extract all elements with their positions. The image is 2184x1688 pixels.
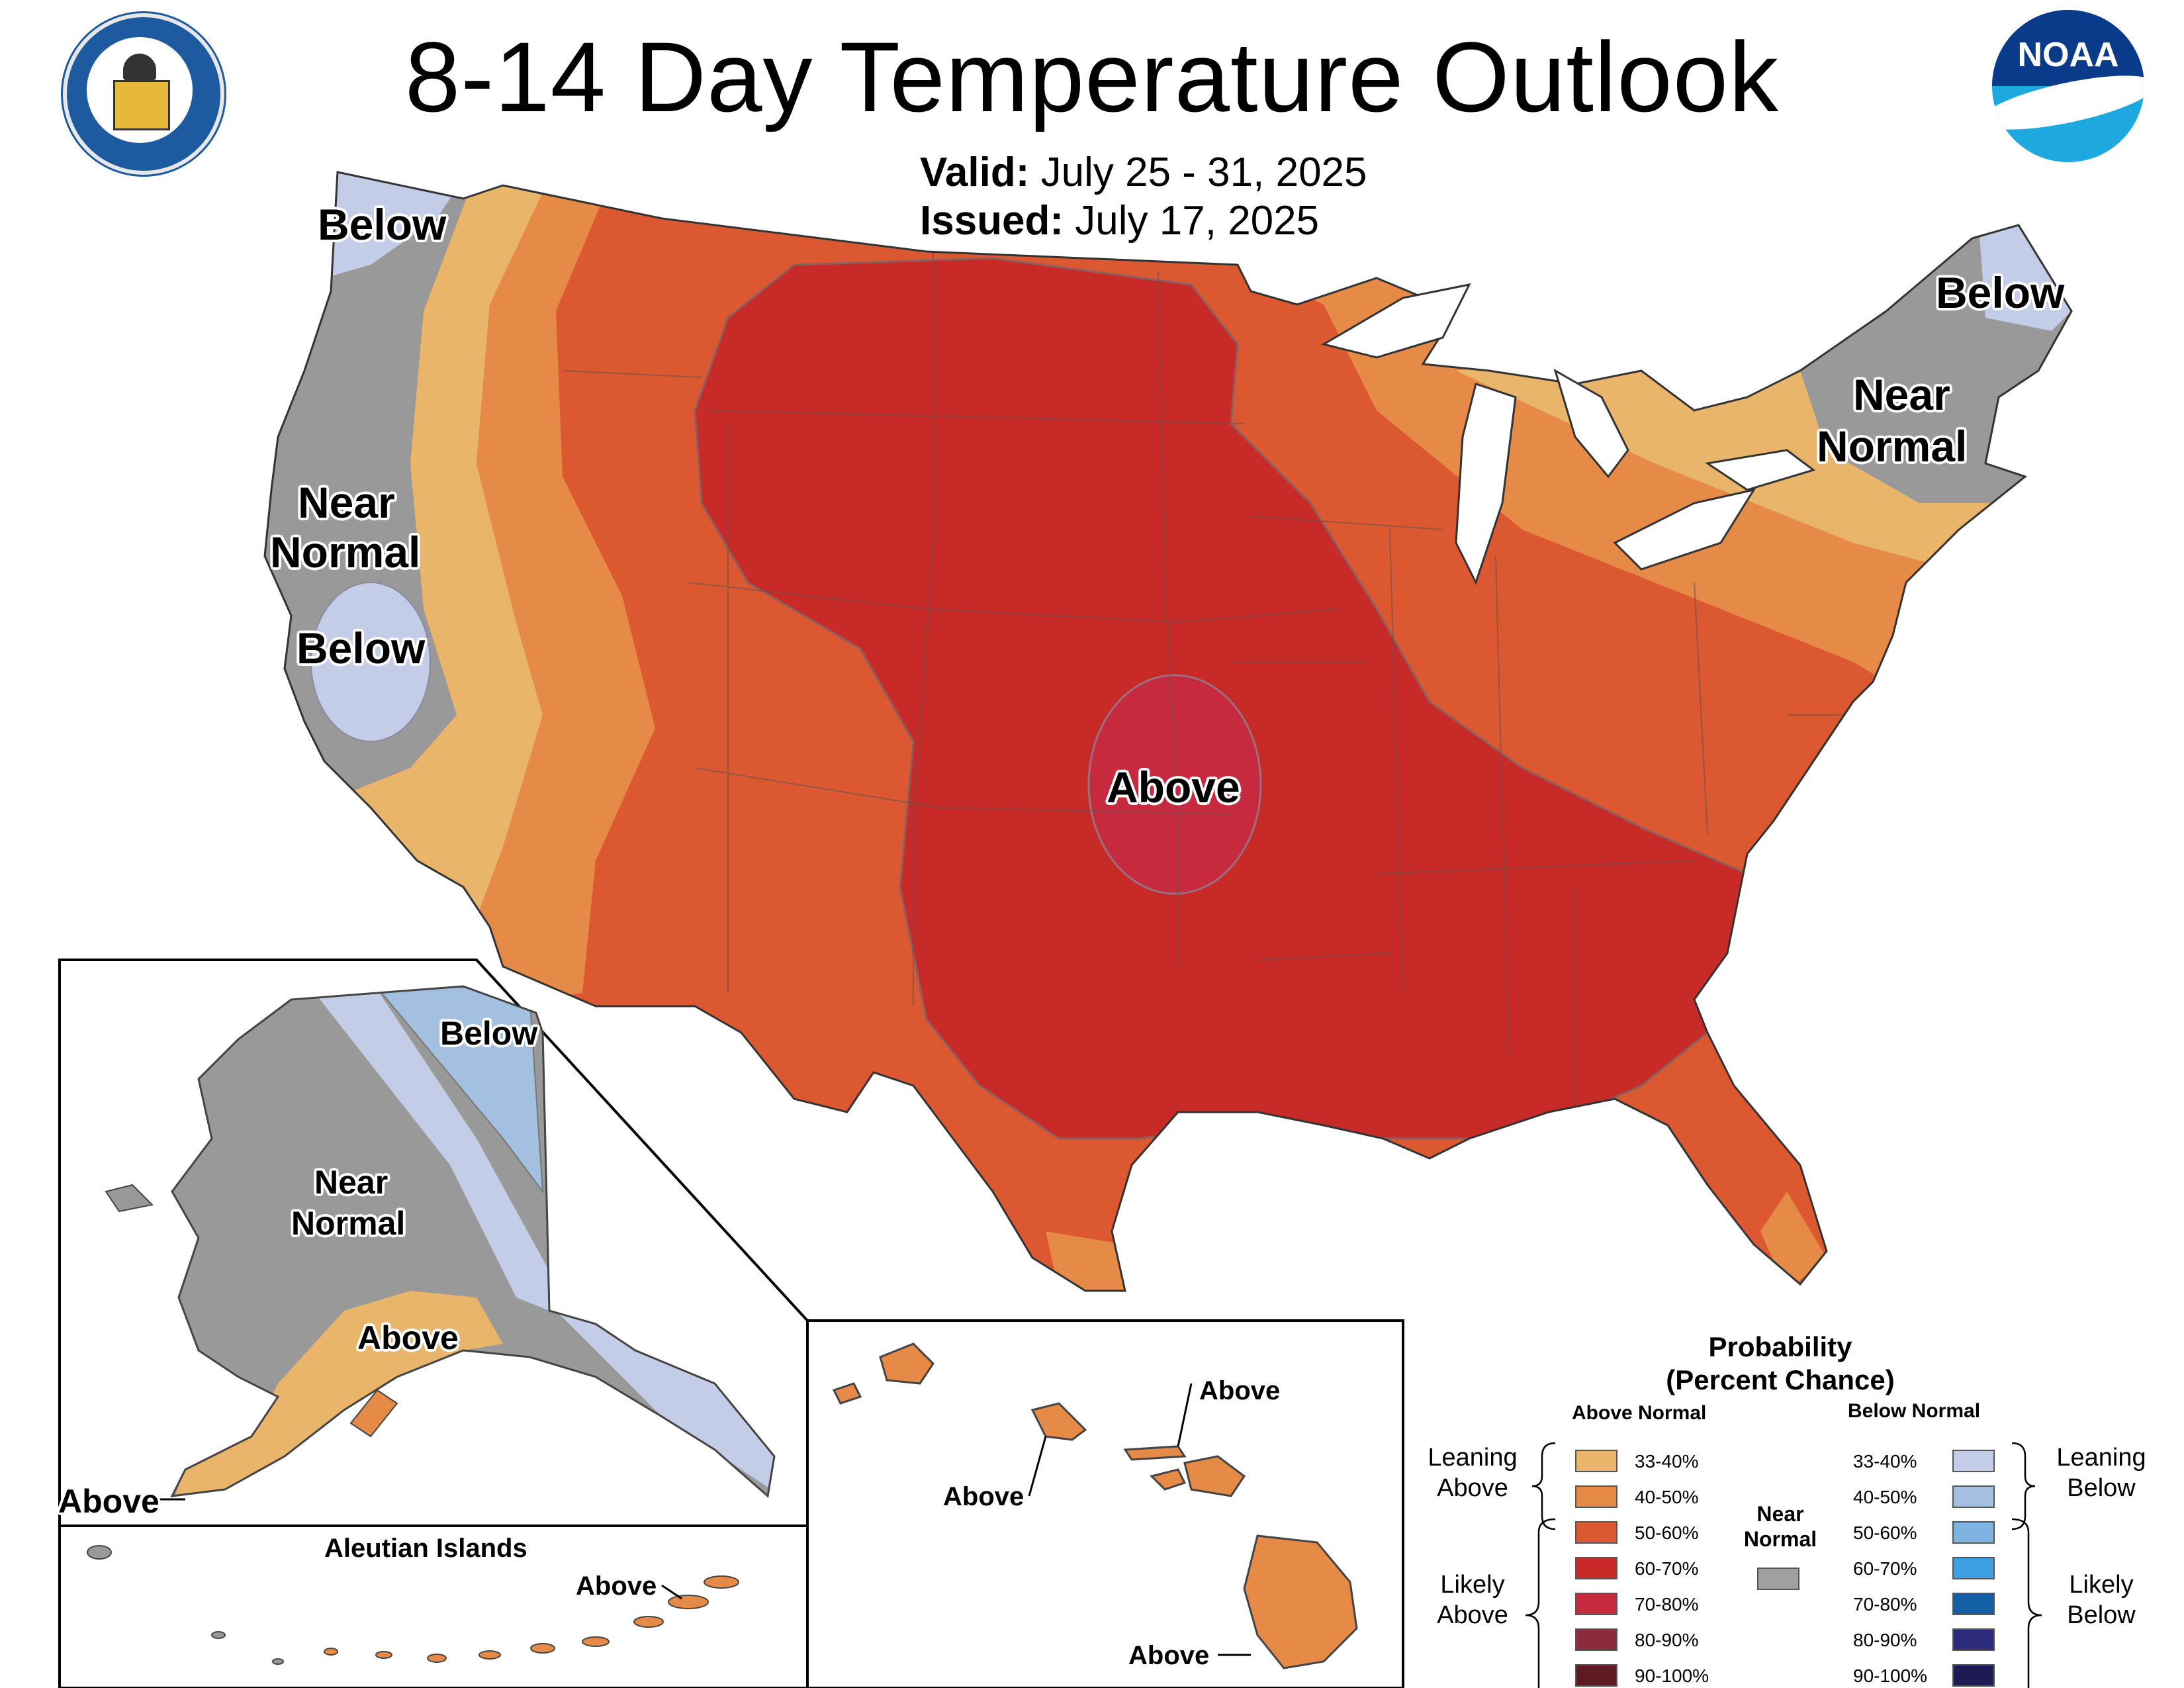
near-line1: Near xyxy=(1756,1502,1804,1526)
legend-title-line2: (Percent Chance) xyxy=(1666,1364,1895,1396)
likely-above-line1: Likely xyxy=(1440,1571,1505,1599)
legend-near-swatch xyxy=(1757,1568,1799,1590)
label-ca-near: Near xyxy=(298,478,395,527)
label-ak-above: Above xyxy=(357,1319,459,1356)
legend-below-range-7: 90-100% xyxy=(1853,1665,1928,1686)
legend-above-range-3: 50-60% xyxy=(1635,1523,1699,1543)
label-ak-normal: Normal xyxy=(291,1205,406,1242)
likely-above-line2: Above xyxy=(1437,1601,1508,1629)
legend-below-swatch-6 xyxy=(1952,1628,1995,1651)
legend-above-range-4: 60-70% xyxy=(1635,1558,1699,1579)
aleutian-title: Aleutian Islands xyxy=(324,1534,527,1563)
great-lakes xyxy=(1321,283,1816,585)
legend-below-range-1: 33-40% xyxy=(1853,1451,1917,1472)
legend-leaning-above: Leaning Above xyxy=(1416,1443,1529,1503)
legend-above-range-5: 70-80% xyxy=(1635,1594,1699,1615)
near-line2: Normal xyxy=(1743,1527,1817,1552)
issued-value: July 17, 2025 xyxy=(1075,198,1320,244)
label-hi-above-bottom: Above xyxy=(1128,1641,1210,1670)
leaning-below-line2: Below xyxy=(2067,1474,2136,1502)
legend-above-swatch-3 xyxy=(1575,1521,1617,1544)
issued-label: Issued: xyxy=(920,198,1064,244)
legend-likely-below: Likely Below xyxy=(2042,1570,2161,1630)
hawaii-islands xyxy=(832,1342,1358,1669)
legend-above-swatch-7 xyxy=(1575,1664,1617,1687)
legend-above-swatch-5 xyxy=(1575,1593,1617,1615)
legend-below-swatch-5 xyxy=(1952,1593,1995,1615)
label-ne-normal: Normal xyxy=(1817,422,1968,471)
legend-below-swatch-4 xyxy=(1952,1557,1995,1579)
legend-below-head: Below Normal xyxy=(1848,1400,1981,1422)
valid-value: July 25 - 31, 2025 xyxy=(1040,150,1367,195)
label-ak-below: Below xyxy=(440,1015,538,1052)
legend-below-range-6: 80-90% xyxy=(1853,1630,1917,1650)
legend-above-swatch-4 xyxy=(1575,1557,1617,1579)
legend-below-swatch-3 xyxy=(1952,1521,1995,1544)
label-plains-above: Above xyxy=(1107,763,1240,812)
legend-braces xyxy=(1525,1442,2042,1688)
label-ak-near: Near xyxy=(314,1164,388,1201)
aleutian-islands xyxy=(324,1575,739,1663)
leaning-above-line1: Leaning xyxy=(1428,1444,1518,1472)
legend-above-swatch-1 xyxy=(1575,1450,1617,1472)
label-hi-above-left: Above xyxy=(943,1482,1024,1511)
leaning-below-line1: Leaning xyxy=(2056,1444,2146,1472)
legend-below-range-3: 50-60% xyxy=(1853,1523,1917,1543)
noaa-logo-text: NOAA xyxy=(2017,36,2119,74)
label-ca-normal: Normal xyxy=(270,528,421,577)
legend-below-range-2: 40-50% xyxy=(1853,1487,1917,1507)
legend-likely-above: Likely Above xyxy=(1416,1570,1529,1630)
label-ne-near: Near xyxy=(1853,370,1950,419)
legend-near-normal: Near Normal xyxy=(1727,1501,1833,1552)
likely-below-line1: Likely xyxy=(2069,1571,2134,1599)
legend-leaning-below: Leaning Below xyxy=(2042,1443,2161,1503)
legend-below-range-4: 60-70% xyxy=(1853,1558,1917,1579)
legend-below-range-5: 70-80% xyxy=(1853,1594,1917,1615)
legend-above-head: Above Normal xyxy=(1572,1402,1707,1424)
legend-title: Probability (Percent Chance) xyxy=(1641,1331,1919,1397)
label-aleutian-above: Above xyxy=(576,1571,657,1601)
label-ak-above-sw: Above xyxy=(58,1483,159,1520)
noaa-logo-icon: NOAA xyxy=(1992,10,2144,162)
hawaii-pointers xyxy=(1028,1383,1251,1656)
legend-below-swatch-1 xyxy=(1952,1450,1995,1472)
legend-below-swatch-7 xyxy=(1952,1664,1995,1687)
likely-below-line2: Below xyxy=(2067,1601,2136,1629)
valid-label: Valid: xyxy=(920,150,1030,195)
legend-above-range-1: 33-40% xyxy=(1635,1451,1699,1472)
valid-line: Valid: July 25 - 31, 2025 xyxy=(920,149,1367,196)
legend-above-swatch-2 xyxy=(1575,1485,1617,1508)
legend-title-line1: Probability xyxy=(1708,1331,1852,1362)
legend-above-range-6: 80-90% xyxy=(1635,1630,1699,1650)
page-title: 8-14 Day Temperature Outlook xyxy=(404,21,1780,132)
issued-line: Issued: July 17, 2025 xyxy=(920,197,1319,244)
legend-above-swatch-6 xyxy=(1575,1628,1617,1651)
legend-below-swatch-2 xyxy=(1952,1485,1995,1508)
label-ne-below: Below xyxy=(1936,268,2065,317)
leaning-above-line2: Above xyxy=(1437,1474,1508,1502)
commerce-seal-icon xyxy=(63,13,224,175)
conus-outline xyxy=(263,171,2073,1292)
label-ca-below: Below xyxy=(296,624,426,673)
label-hi-above-top: Above xyxy=(1199,1376,1281,1405)
legend-above-range-2: 40-50% xyxy=(1635,1487,1699,1507)
state-borders xyxy=(562,252,1952,1112)
label-wa-below: Below xyxy=(318,200,447,249)
legend-above-range-7: 90-100% xyxy=(1635,1665,1709,1686)
